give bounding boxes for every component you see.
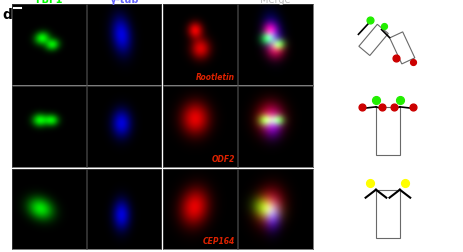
- Title: Merge: Merge: [260, 0, 290, 5]
- Text: d: d: [2, 8, 12, 21]
- Bar: [358, 25, 388, 56]
- Text: CEP164: CEP164: [202, 236, 234, 245]
- Bar: [375, 190, 399, 238]
- Title: γ-tub: γ-tub: [109, 0, 139, 5]
- Text: Rootletin: Rootletin: [195, 73, 234, 81]
- Bar: [389, 33, 414, 65]
- Bar: [375, 107, 399, 155]
- Title: FBF1: FBF1: [35, 0, 62, 5]
- Text: ODF2: ODF2: [211, 154, 234, 164]
